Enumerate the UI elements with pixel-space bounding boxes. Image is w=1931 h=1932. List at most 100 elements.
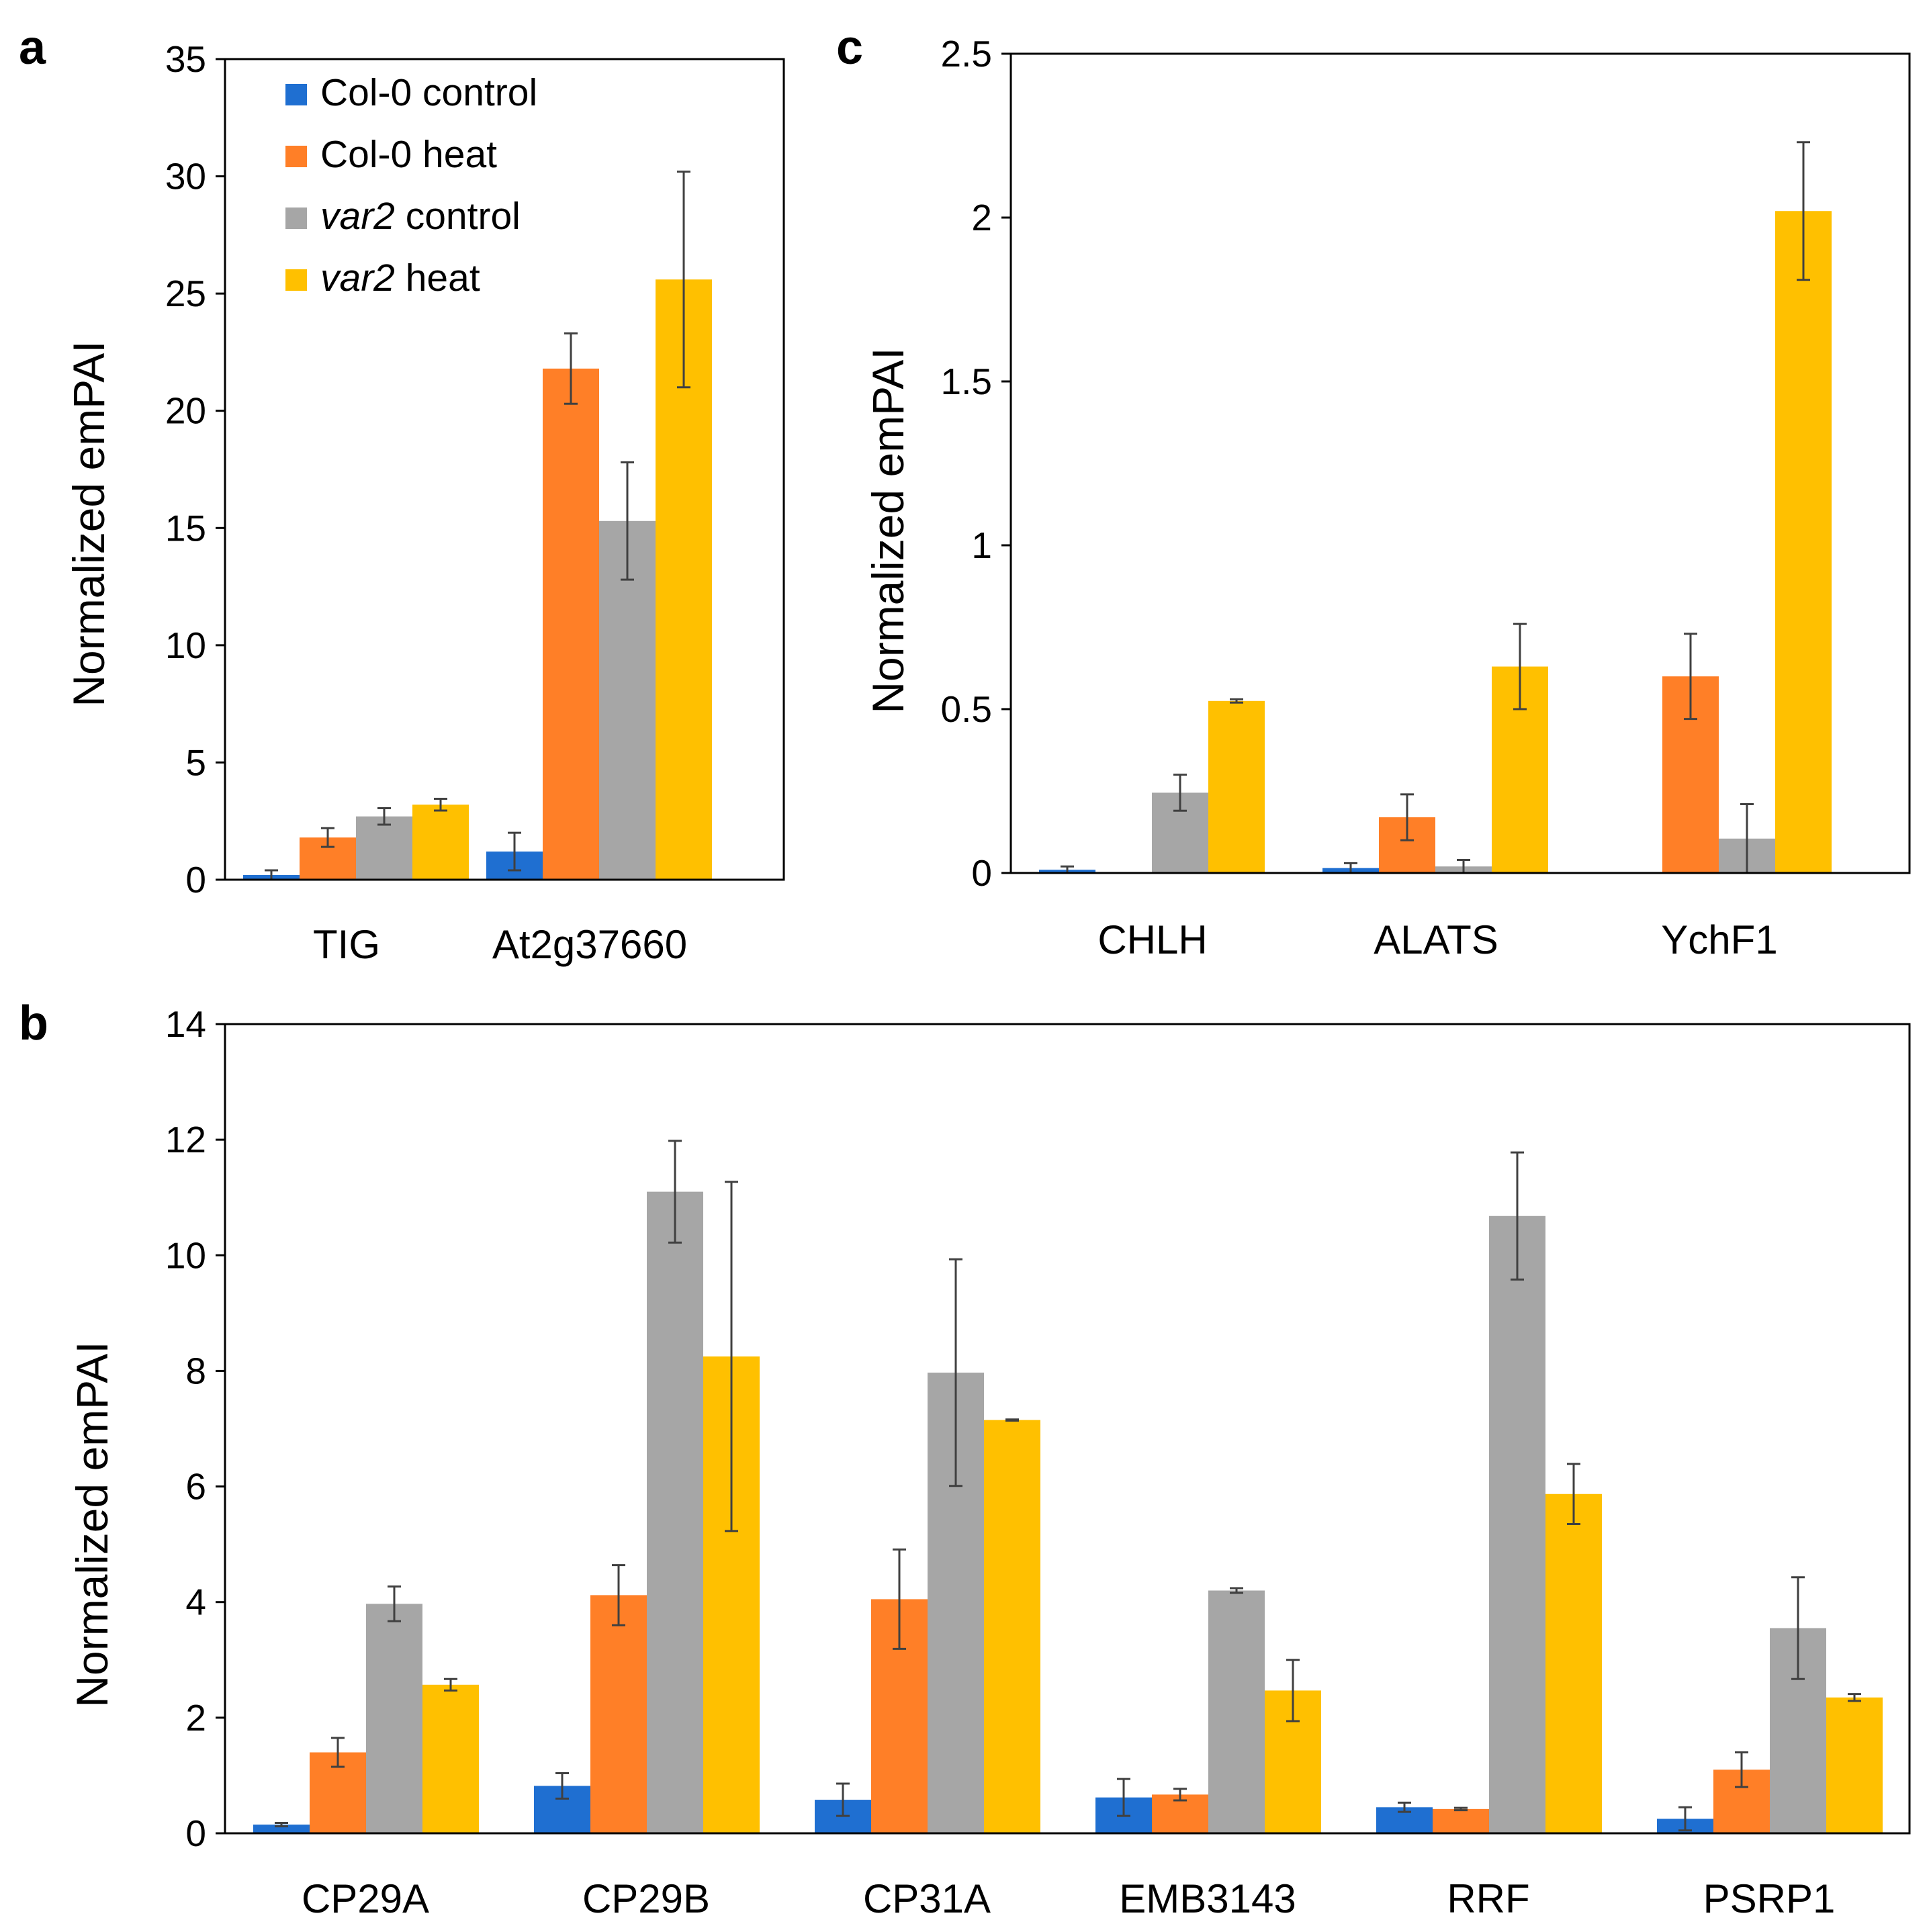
legend-item-label: Col-0 heat [320,133,497,176]
panel-c-bar [1208,700,1265,873]
panel-b-error-bar [893,1548,906,1650]
panel-b-bar [253,1825,310,1833]
panel-a-bars [243,279,712,880]
panel-b-error-bar [388,1585,401,1622]
panel-c-error-bar [1513,623,1527,710]
panel-b-error-bar [275,1822,288,1828]
panel-a-bar [412,804,469,880]
panel-b-category-label: CP29A [302,1876,429,1921]
panel-a-y-tick-label: 15 [165,507,206,549]
panel-b-bar [1208,1590,1265,1833]
panel-c-chart: c Normalized emPAI 0 0.5 1 1.5 2 2.5 CHLH ALAT… [836,21,1911,962]
panel-c-error-bar [1797,141,1810,281]
panel-b-error-bar [1567,1463,1580,1526]
panel-b-y-tick-label: 12 [165,1119,206,1160]
panel-b-bar [984,1420,1040,1833]
panel-c-error-bars [1061,141,1810,874]
panel-c-y-axis-title: Normalized emPAI [863,347,913,713]
panel-b-error-bar [612,1564,625,1626]
panel-b-category-label: RRF [1447,1876,1529,1921]
panel-b-error-bar [555,1772,569,1800]
panel-b-y-ticks: 0 2 4 6 8 10 12 14 [165,1003,225,1854]
panel-a-error-bar [564,332,578,405]
panel-a-error-bar [621,461,634,581]
panel-a-y-tick-label: 20 [165,390,206,432]
panel-b-error-bar [1230,1587,1243,1594]
panel-b-category-label: PSRP1 [1703,1876,1836,1921]
panel-c-y-tick-label: 1 [971,524,992,566]
panel-a-category-label: At2g37660 [492,922,687,967]
panel-a-bar [599,520,656,880]
panel-a-error-bar [434,798,447,812]
panel-b-error-bar [668,1140,682,1244]
panel-b-error-bar [1791,1576,1805,1680]
panel-b-bars [253,1191,1883,1833]
panel-c-bars [1039,211,1832,873]
panel-a-category-label: TIG [313,922,380,967]
legend-swatch [285,208,307,229]
panel-b-error-bar [1117,1778,1130,1817]
panel-a-error-bar [508,831,521,872]
panel-b-error-bar [836,1782,850,1817]
panel-b-bar [647,1191,703,1833]
panel-b-y-tick-label: 0 [185,1812,206,1854]
legend-swatch [285,146,307,167]
panel-c-y-tick-label: 0.5 [941,688,992,730]
panel-c-category-label: CHLH [1097,917,1207,962]
panel-b-error-bars [275,1140,1861,1832]
panel-b-error-bar [1848,1693,1861,1702]
panel-a-y-tick-label: 30 [165,156,206,197]
panel-a-bar [543,368,599,880]
panel-b-y-tick-label: 14 [165,1003,206,1045]
panel-b-error-bar [725,1181,738,1532]
panel-c-plot-frame [1009,52,1911,874]
panel-b-error-bar [1454,1806,1468,1812]
panel-c-y-tick-label: 0 [971,852,992,894]
panel-c-label: c [836,21,863,75]
panel-b-error-bar [1511,1151,1524,1281]
panel-b-bar [1489,1215,1545,1833]
panel-a-y-tick-label: 0 [185,859,206,901]
panel-b-error-bar [1678,1806,1692,1832]
panel-b-y-tick-label: 8 [185,1350,206,1391]
legend-swatch [285,84,307,105]
panel-a-error-bar [677,171,690,389]
panel-a-y-tick-label: 35 [165,38,206,80]
panel-b-error-bar [1286,1659,1300,1722]
legend-item-label: var2 control [320,195,521,238]
panel-a-category-labels: TIG At2g37660 [313,922,687,967]
panel-b-y-tick-label: 10 [165,1234,206,1276]
panel-b-plot-frame [224,1023,1911,1835]
panel-c-y-tick-label: 2 [971,197,992,238]
panel-b-bar [1826,1697,1883,1833]
panel-c-bar [1775,211,1832,873]
panel-c-y-tick-label: 2.5 [941,33,992,75]
panel-b-error-bar [444,1677,457,1692]
panel-b-category-label: EMB3143 [1119,1876,1296,1921]
panel-c-error-bar [1230,698,1243,704]
panel-b-category-labels: CP29A CP29B CP31A EMB3143 RRF PSRP1 [302,1876,1835,1921]
panel-a-chart: a Normalized emPAI 0 5 10 15 20 25 30 35 TIG At2… [19,21,785,967]
panel-c-error-bar [1173,774,1187,812]
panel-b-bar [366,1604,422,1833]
panel-a-bar [356,816,412,880]
panel-a-y-ticks: 0 5 10 15 20 25 30 35 [165,38,225,901]
legend-item-label: Col-0 control [320,71,537,114]
panel-b-bar [590,1595,647,1833]
panel-b-bar [422,1684,479,1833]
panel-b-label: b [19,997,48,1050]
panel-c-error-bar [1400,793,1414,841]
panel-c-y-tick-label: 1.5 [941,361,992,402]
legend-item-label: var2 heat [320,257,480,300]
panel-b-error-bar [1005,1418,1019,1422]
panel-c-error-bar [1684,633,1697,721]
panel-a-y-tick-label: 10 [165,625,206,666]
panel-b-bar [1433,1808,1489,1833]
panel-a-label: a [19,21,46,75]
panel-b-y-tick-label: 4 [185,1581,206,1623]
panel-b-error-bar [949,1258,962,1487]
panel-c-category-label: ALATS [1374,917,1498,962]
panel-b-y-axis-title: Normalized emPAI [67,1341,117,1707]
panel-b-y-tick-label: 2 [185,1697,206,1739]
